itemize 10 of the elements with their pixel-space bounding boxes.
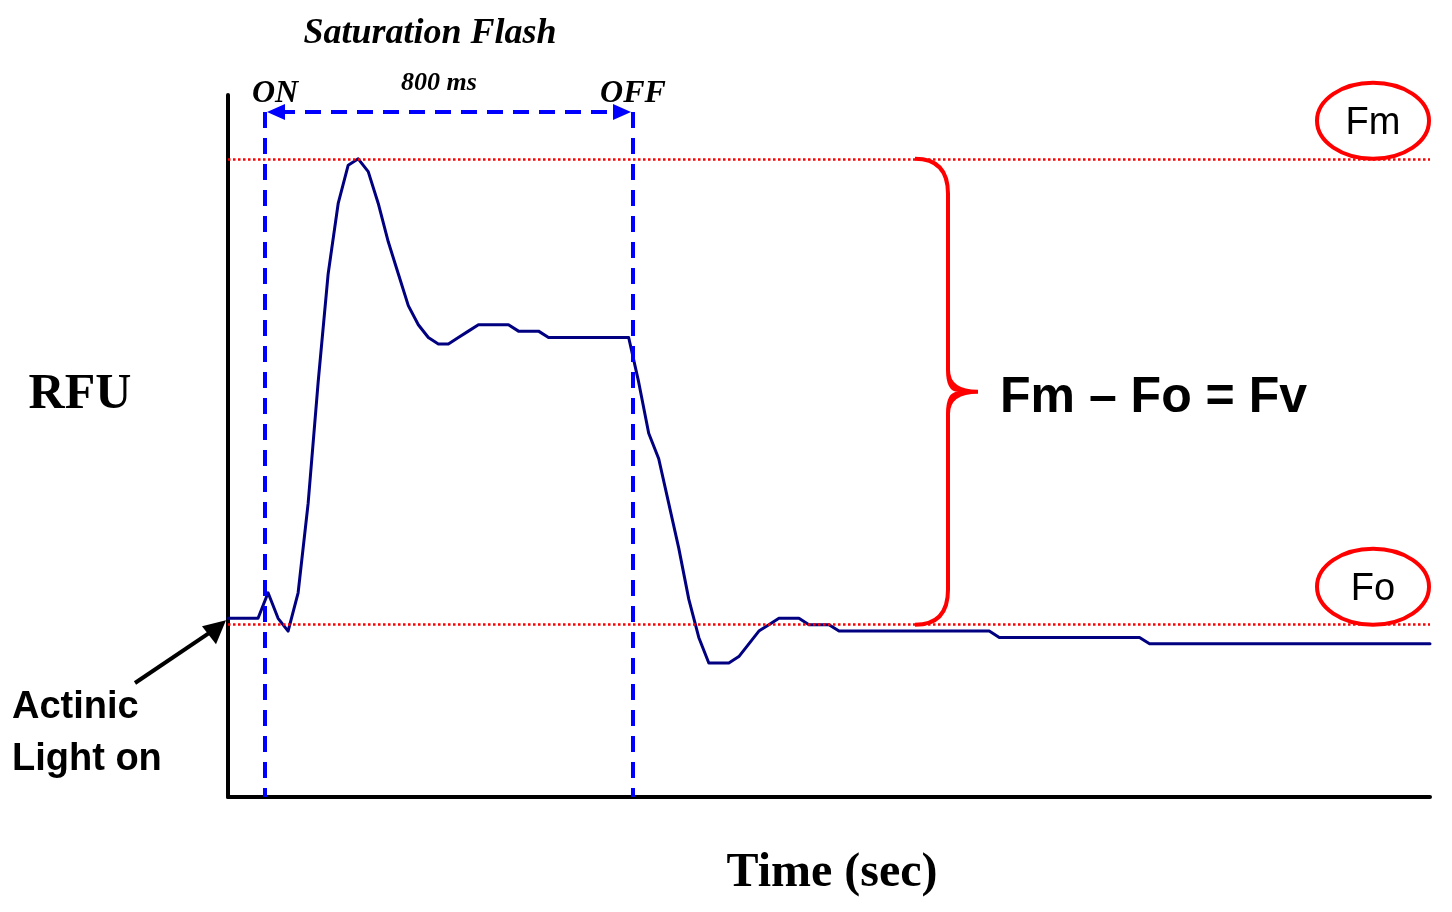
ref-line-label: Fo	[1350, 565, 1396, 608]
text: ON	[251, 73, 300, 109]
ref-line-label: Fm	[1345, 99, 1401, 142]
x-axis-title: Time (sec)	[726, 843, 938, 897]
y-axis-title: RFU	[28, 363, 132, 419]
annotation: Fm – Fo = Fv	[1000, 366, 1308, 423]
text: OFF	[600, 73, 666, 109]
text: Actinic Light on	[12, 684, 162, 778]
chart-title: Saturation Flash	[303, 11, 557, 51]
text: 800 ms	[401, 67, 477, 96]
